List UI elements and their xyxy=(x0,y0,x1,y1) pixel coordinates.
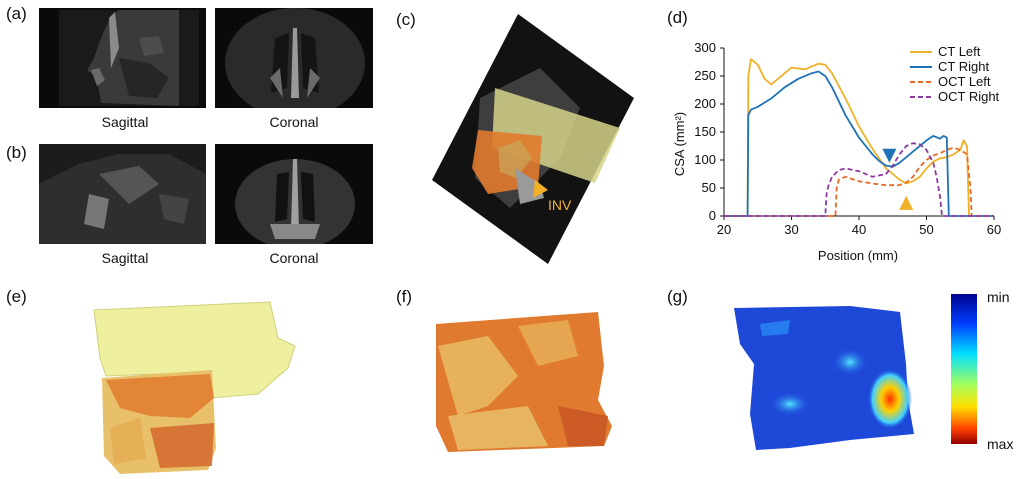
x-tick-label: 60 xyxy=(987,222,1001,237)
legend-label: CT Left xyxy=(938,44,981,59)
x-tick-label: 50 xyxy=(919,222,933,237)
panel-label-c: (c) xyxy=(396,10,416,29)
caption-sagittal-b: Sagittal xyxy=(101,250,149,266)
legend-label: OCT Left xyxy=(938,74,991,89)
panel-label-g: (g) xyxy=(667,287,688,306)
registration-overlay-image xyxy=(432,14,634,264)
y-tick-label: 150 xyxy=(694,124,716,139)
x-tick-label: 30 xyxy=(784,222,798,237)
panel-label-d: (d) xyxy=(667,8,688,27)
colorbar-max-label: max xyxy=(987,436,1014,452)
ct-sagittal-image-b xyxy=(39,144,206,244)
y-tick-label: 0 xyxy=(709,208,716,223)
difference-heatmap xyxy=(734,306,914,450)
x-tick-label: 40 xyxy=(852,222,866,237)
panel-label-b: (b) xyxy=(6,143,27,162)
series-line-ct-right xyxy=(724,70,994,217)
caption-coronal-b: Coronal xyxy=(269,250,319,266)
caption-sagittal-a: Sagittal xyxy=(101,114,149,130)
panel-label-a: (a) xyxy=(6,4,27,23)
x-tick-label: 20 xyxy=(717,222,731,237)
panel-label-e: (e) xyxy=(6,287,27,306)
marker-triangle xyxy=(882,148,897,163)
y-axis-title: CSA (mm²) xyxy=(672,112,687,176)
series-line-ct-left xyxy=(724,58,994,217)
x-axis-title: Position (mm) xyxy=(818,248,898,263)
ct-coronal-image-b xyxy=(215,144,373,244)
y-tick-label: 100 xyxy=(694,152,716,167)
series-line-oct-left xyxy=(724,146,994,217)
y-tick-label: 50 xyxy=(702,180,716,195)
panel-label-f: (f) xyxy=(396,287,413,306)
y-tick-label: 300 xyxy=(694,40,716,55)
ct-oct-3d-overlay xyxy=(93,301,296,474)
marker-triangle xyxy=(899,195,914,210)
colorbar xyxy=(951,294,977,444)
legend-label: OCT Right xyxy=(938,89,1000,104)
y-tick-label: 200 xyxy=(694,96,716,111)
caption-coronal-a: Coronal xyxy=(269,114,319,130)
legend-label: CT Right xyxy=(938,59,989,74)
colorbar-min-label: min xyxy=(987,289,1010,305)
ct-sagittal-image-a xyxy=(39,8,206,108)
series-line-oct-right xyxy=(724,142,994,217)
ct-coronal-image-a xyxy=(215,8,373,108)
y-tick-label: 250 xyxy=(694,68,716,83)
inv-annotation: INV xyxy=(548,197,572,213)
oct-3d-surface xyxy=(436,312,612,452)
